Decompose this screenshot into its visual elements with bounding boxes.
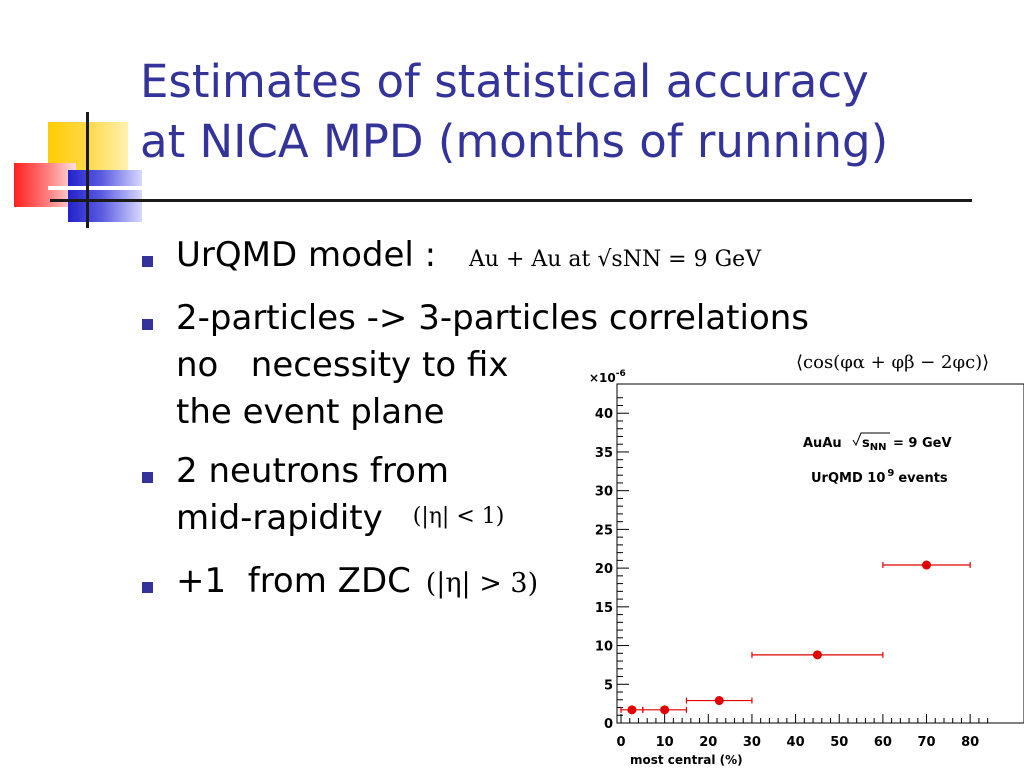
x-tick-label: 70 (917, 735, 935, 750)
bullet-text: 2-particles -> 3-particles correlations (176, 298, 810, 338)
bullet-text: mid-rapidity (|η| < 1) (176, 495, 809, 546)
y-tick-label: 15 (595, 601, 613, 616)
chart-annotation-energy-value: = 9 GeV (893, 436, 952, 451)
bullet-marker (142, 472, 153, 483)
chart-title: ⟨cos(φα + φβ − 2φc)⟩ (796, 352, 990, 373)
bullet-text: no necessity to fix (176, 345, 509, 385)
bullet-marker (142, 319, 153, 330)
title-underline (50, 199, 972, 202)
y-tick-label: 0 (604, 717, 613, 732)
y-tick-label: 10 (595, 640, 613, 655)
chart-axes: 0 10 20 30 40 50 60 70 80 0 5 10 15 20 25 30 35 40 (595, 397, 989, 750)
chart-annotation-events-tail: events (898, 471, 948, 486)
math-eta-range: (|η| < 1) (412, 504, 505, 529)
y-tick-label: 40 (595, 407, 613, 422)
bullet-item-zdc: +1 from ZDC (|η| > 3) (140, 558, 809, 607)
title-line-1: Estimates of statistical accuracy (140, 55, 869, 108)
chart-annotation-sqrt: sNN (862, 436, 887, 453)
chart-annotation-sup: 9 (887, 468, 894, 479)
deco-white-stripe (48, 186, 144, 190)
bullet-text: +1 from ZDC (176, 561, 411, 601)
bullet-item-correlations: 2-particles -> 3-particles correlations … (140, 295, 809, 436)
chart-y-multiplier-exp: -6 (616, 369, 626, 379)
x-tick-label: 0 (616, 735, 625, 750)
x-tick-label: 30 (743, 735, 761, 750)
bullet-item-model: UrQMD model : Au + Au at √sNN = 9 GeV (140, 232, 809, 283)
y-tick-label: 30 (595, 485, 613, 500)
deco-vertical-line (86, 112, 89, 228)
chart-x-axis-label: most central (%) (630, 753, 743, 767)
math-collision: Au + Au at √sNN = 9 GeV (468, 247, 762, 272)
bullet-marker (142, 256, 153, 267)
bullet-list: UrQMD model : Au + Au at √sNN = 9 GeV 2-… (140, 232, 809, 619)
chart-frame (616, 383, 1024, 724)
bullet-text: UrQMD model : (176, 235, 437, 275)
y-tick-label: 5 (604, 678, 613, 693)
bullet-marker (142, 582, 153, 593)
bullet-item-neutrons: 2 neutrons from mid-rapidity (|η| < 1) (140, 448, 809, 546)
math-eta-zdc: (|η| > 3) (425, 568, 539, 599)
y-tick-label: 20 (595, 562, 613, 577)
chart-y-multiplier: ×10-6 (589, 369, 626, 385)
data-point (922, 560, 932, 570)
chart-annotation-energy: AuAu (803, 436, 842, 451)
chart-series (620, 560, 971, 715)
data-point (812, 650, 822, 660)
chart-annotation-sub: NN (870, 442, 887, 453)
bullet-text: mid-rapidity (176, 498, 383, 538)
y-tick-label: 35 (595, 446, 613, 461)
slide-title: Estimates of statistical accuracy at NIC… (140, 52, 1010, 172)
title-line-2: at NICA MPD (months of running) (140, 115, 889, 168)
bullet-text: the event plane (176, 392, 445, 432)
y-tick-label: 25 (595, 523, 613, 538)
x-tick-label: 60 (874, 735, 892, 750)
x-tick-label: 40 (787, 735, 805, 750)
x-tick-label: 80 (961, 735, 979, 750)
x-tick-label: 50 (830, 735, 848, 750)
data-point (660, 705, 670, 715)
x-tick-label: 10 (656, 735, 674, 750)
bullet-text: 2 neutrons from (176, 451, 450, 491)
sqrt-sign (852, 432, 890, 447)
data-point (714, 696, 724, 706)
data-point (627, 705, 637, 715)
deco-blue-block (68, 170, 142, 222)
x-tick-label: 20 (699, 735, 717, 750)
chart-annotation-events: UrQMD 10 9 events (811, 468, 948, 486)
